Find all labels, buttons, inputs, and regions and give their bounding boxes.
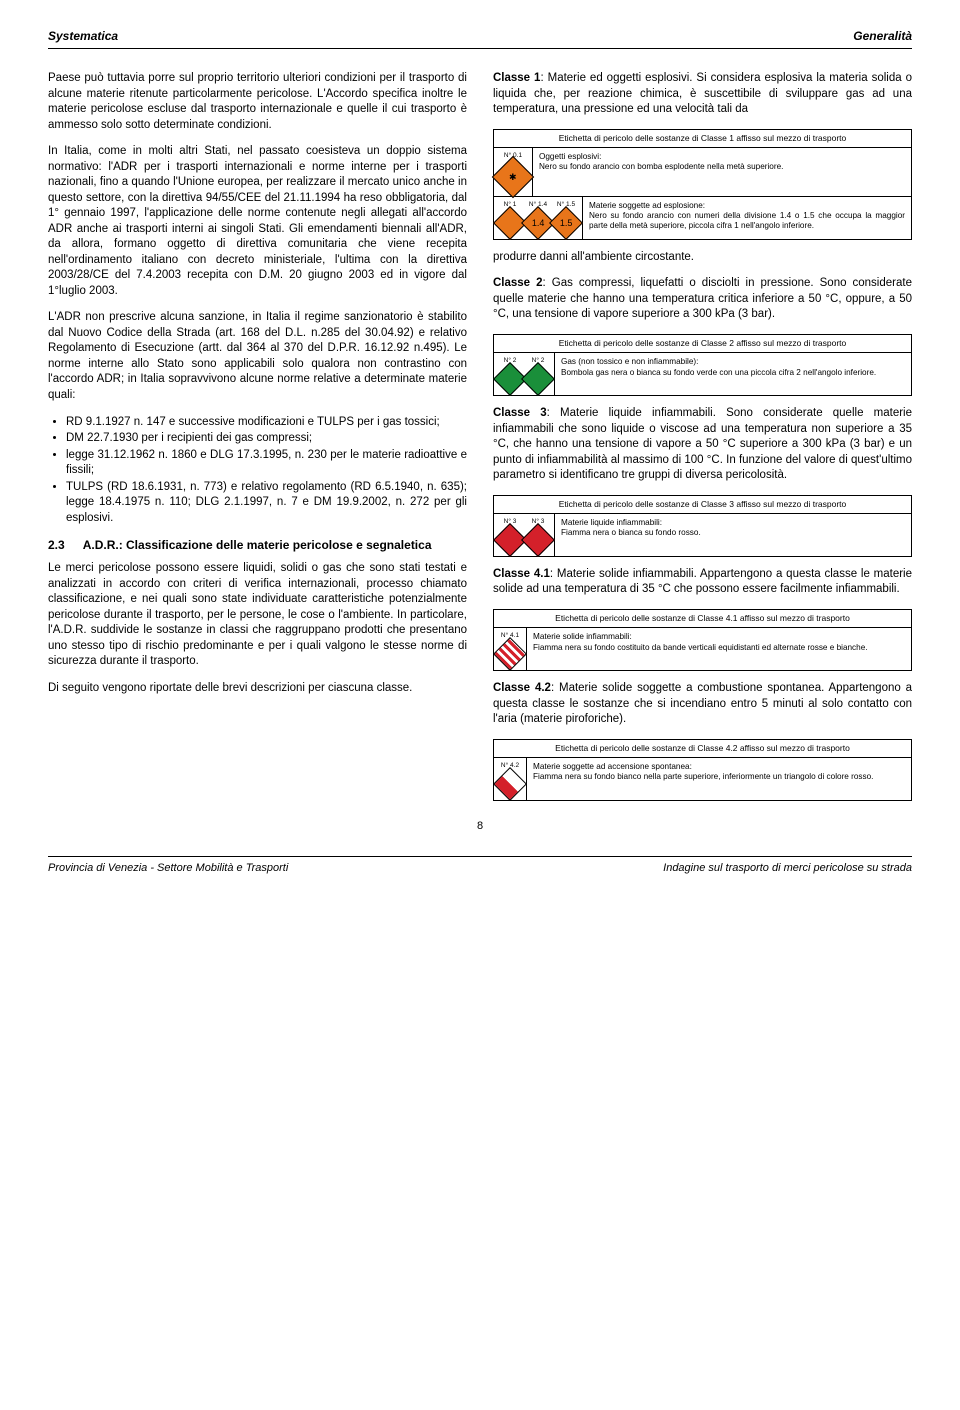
table-caption: Etichetta di pericolo delle sostanze di … — [494, 130, 911, 148]
header-rule — [48, 48, 912, 49]
table-class-1: Etichetta di pericolo delle sostanze di … — [493, 129, 912, 240]
table-icons: N° 0.1✱ — [494, 148, 533, 196]
table-caption: Etichetta di pericolo delle sostanze di … — [494, 335, 911, 353]
class-1-para-b: produrre danni all'ambiente circostante. — [493, 250, 912, 266]
table-class-3: Etichetta di pericolo delle sostanze di … — [493, 495, 912, 557]
table-class-2: Etichetta di pericolo delle sostanze di … — [493, 334, 912, 396]
hazard-diamond-icon: ✱ — [492, 156, 534, 198]
class-4-1-para: Classe 4.1: Materie solide infiammabili.… — [493, 567, 912, 598]
table-desc: Gas (non tossico e non infiammabile):Bom… — [555, 353, 911, 395]
table-caption: Etichetta di pericolo delle sostanze di … — [494, 496, 911, 514]
list-item: legge 31.12.1962 n. 1860 e DLG 17.3.1995… — [66, 448, 467, 479]
footer-left: Provincia di Venezia - Settore Mobilità … — [48, 861, 288, 876]
table-desc: Oggetti esplosivi:Nero su fondo arancio … — [533, 148, 911, 196]
header-right: Generalità — [853, 28, 912, 44]
page-number: 8 — [48, 819, 912, 834]
table-icons: N° 4.2 — [494, 758, 527, 800]
list-item: TULPS (RD 18.6.1931, n. 773) e relativo … — [66, 480, 467, 527]
header-left: Systematica — [48, 28, 118, 44]
table-class-4-2: Etichetta di pericolo delle sostanze di … — [493, 739, 912, 801]
section-title: A.D.R.: Classificazione delle materie pe… — [83, 537, 432, 553]
para-5: Di seguito vengono riportate delle brevi… — [48, 681, 467, 697]
page-footer: Provincia di Venezia - Settore Mobilità … — [48, 861, 912, 876]
list-item: DM 22.7.1930 per i recipienti dei gas co… — [66, 431, 467, 447]
norms-list: RD 9.1.1927 n. 147 e successive modifica… — [48, 415, 467, 527]
content-columns: Paese può tuttavia porre sul proprio ter… — [48, 71, 912, 811]
table-icons: N° 1 N° 1.41.4 N° 1.51.5 — [494, 197, 583, 239]
table-desc: Materie soggette ad esplosione:Nero su f… — [583, 197, 911, 239]
para-2: In Italia, come in molti altri Stati, ne… — [48, 144, 467, 299]
class-2-para: Classe 2: Gas compressi, liquefatti o di… — [493, 276, 912, 323]
para-1: Paese può tuttavia porre sul proprio ter… — [48, 71, 467, 133]
class-4-2-para: Classe 4.2: Materie solide soggette a co… — [493, 681, 912, 728]
footer-rule — [48, 856, 912, 857]
table-icons: N° 3 N° 3 — [494, 514, 555, 556]
hazard-diamond-icon — [493, 637, 527, 671]
hazard-diamond-icon — [521, 523, 555, 557]
hazard-diamond-icon — [493, 767, 527, 801]
list-item: RD 9.1.1927 n. 147 e successive modifica… — [66, 415, 467, 431]
para-3: L'ADR non prescrive alcuna sanzione, in … — [48, 310, 467, 403]
table-class-4-1: Etichetta di pericolo delle sostanze di … — [493, 609, 912, 671]
class-3-para: Classe 3: Materie liquide infiammabili. … — [493, 406, 912, 484]
left-column: Paese può tuttavia porre sul proprio ter… — [48, 71, 467, 811]
section-number: 2.3 — [48, 537, 65, 553]
hazard-diamond-icon — [521, 362, 555, 396]
para-4: Le merci pericolose possono essere liqui… — [48, 561, 467, 670]
table-icons: N° 4.1 — [494, 628, 527, 670]
table-icons: N° 2 N° 2 — [494, 353, 555, 395]
table-caption: Etichetta di pericolo delle sostanze di … — [494, 740, 911, 758]
page-header: Systematica Generalità — [48, 28, 912, 44]
right-column: Classe 1: Materie ed oggetti esplosivi. … — [493, 71, 912, 811]
table-desc: Materie liquide infiammabili:Fiamma nera… — [555, 514, 911, 556]
class-1-para: Classe 1: Materie ed oggetti esplosivi. … — [493, 71, 912, 118]
footer-right: Indagine sul trasporto di merci pericolo… — [663, 861, 912, 876]
table-desc: Materie solide infiammabili:Fiamma nera … — [527, 628, 911, 670]
hazard-diamond-icon: 1.5 — [549, 206, 583, 240]
table-desc: Materie soggette ad accensione spontanea… — [527, 758, 911, 800]
section-heading-2-3: 2.3 A.D.R.: Classificazione delle materi… — [48, 537, 467, 553]
table-caption: Etichetta di pericolo delle sostanze di … — [494, 610, 911, 628]
